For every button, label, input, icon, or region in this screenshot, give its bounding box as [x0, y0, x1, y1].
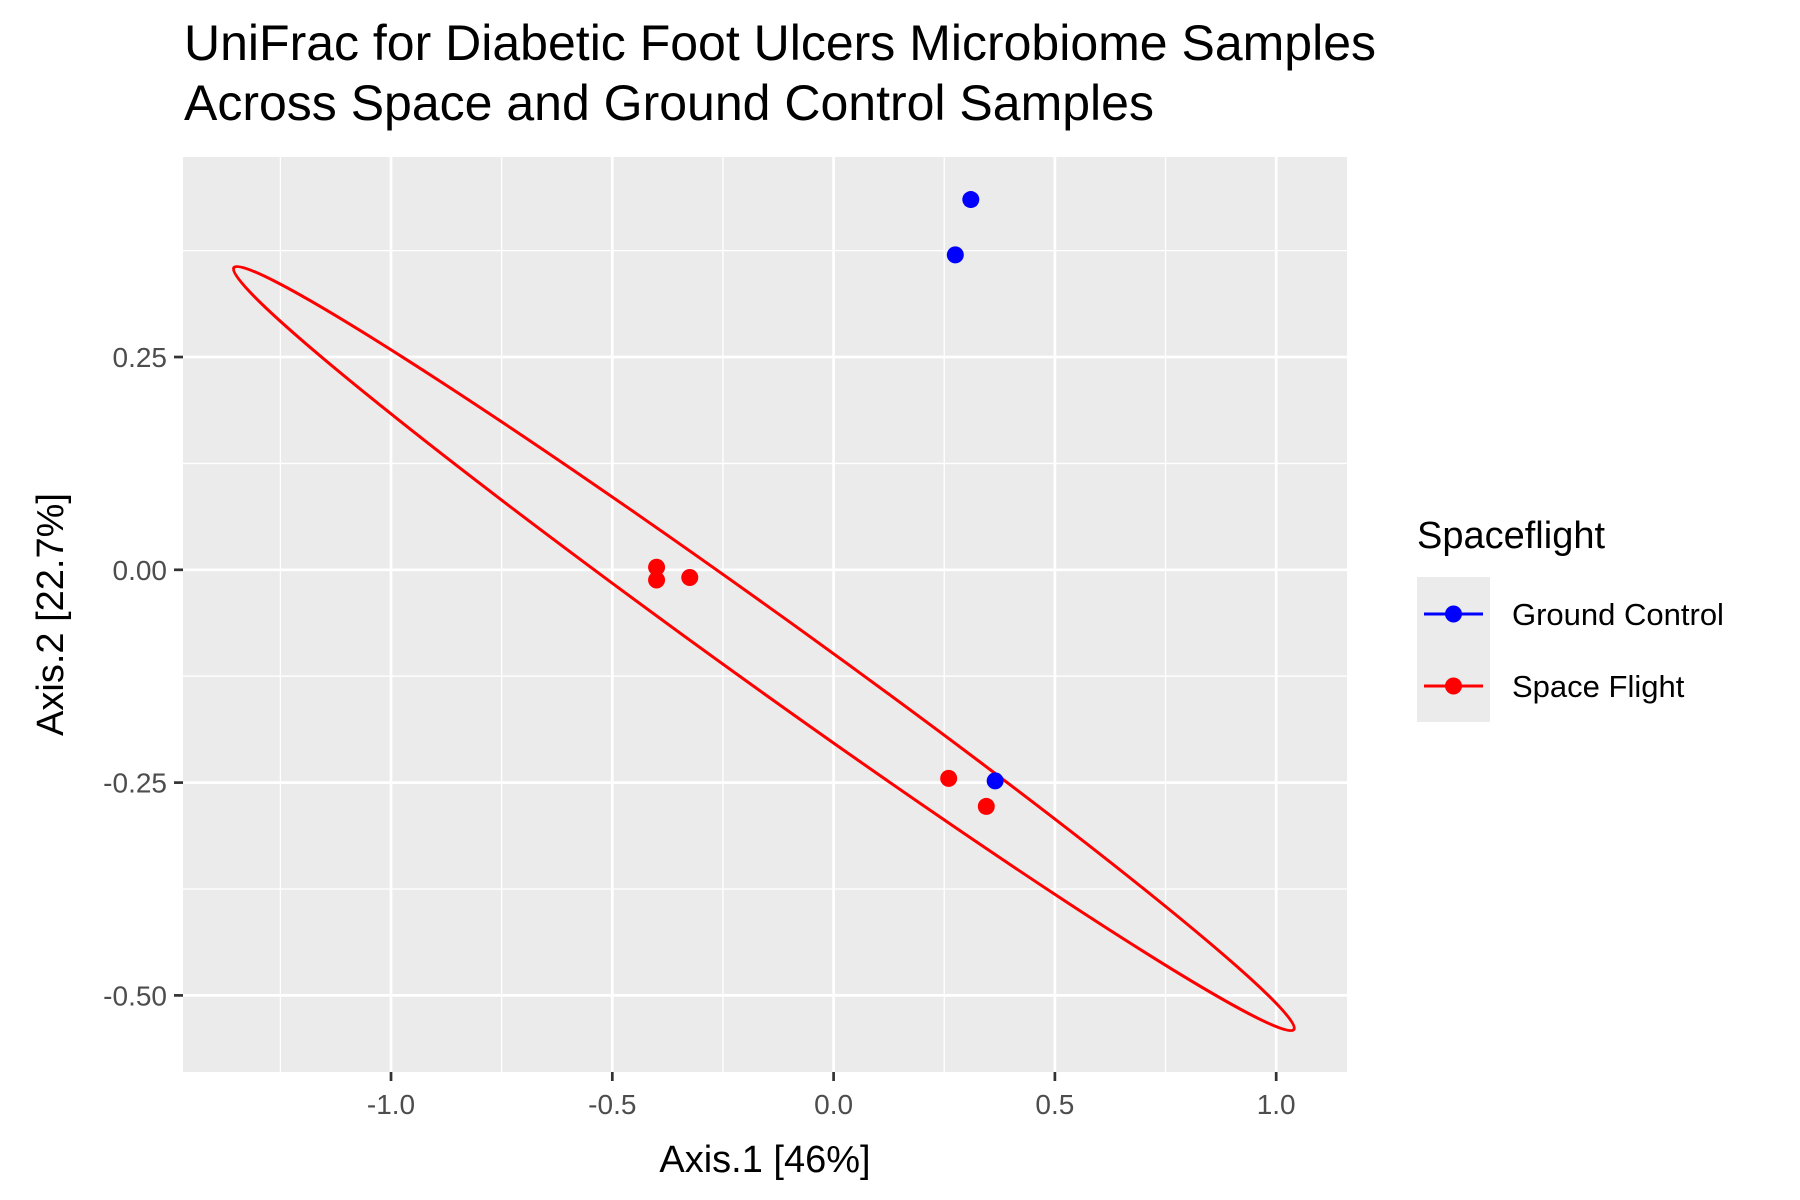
- chart-title-line-2: Across Space and Ground Control Samples: [184, 75, 1154, 131]
- x-tick-label-4: 1.0: [1257, 1089, 1296, 1120]
- space-flight-confidence-ellipse: [231, 264, 1296, 1033]
- y-tick-label-3: -0.50: [103, 980, 167, 1011]
- space-flight-point-0: [648, 558, 666, 576]
- chart-title-line-1: UniFrac for Diabetic Foot Ulcers Microbi…: [184, 15, 1376, 71]
- ground-control-point-1: [946, 246, 964, 264]
- chart-title: UniFrac for Diabetic Foot Ulcers Microbi…: [184, 15, 1376, 131]
- legend-label-ground-control: Ground Control: [1512, 597, 1724, 632]
- x-tick-label-1: -0.5: [588, 1089, 636, 1120]
- legend-entries: Ground Control Space Flight: [1424, 597, 1724, 704]
- legend: Spaceflight Ground Control Space Flight: [1417, 515, 1724, 722]
- y-tick-label-0: 0.25: [113, 342, 168, 373]
- ground-control-point-2: [986, 772, 1004, 790]
- x-axis-title: Axis.1 [46%]: [659, 1139, 870, 1181]
- legend-label-space-flight: Space Flight: [1512, 669, 1685, 704]
- y-axis: 0.25 0.00 -0.25 -0.50: [103, 342, 183, 1011]
- space-flight-point-1: [648, 571, 666, 589]
- legend-key-point-space-flight: [1445, 677, 1462, 695]
- x-tick-label-2: 0.0: [814, 1089, 853, 1120]
- x-tick-label-3: 0.5: [1035, 1089, 1074, 1120]
- space-flight-point-4: [977, 797, 995, 815]
- x-axis: -1.0 -0.5 0.0 0.5 1.0: [367, 1072, 1296, 1120]
- major-gridlines: [183, 157, 1347, 1072]
- space-flight-point-3: [940, 769, 958, 787]
- space-flight-point-2: [681, 568, 699, 586]
- data-points: [648, 191, 1004, 815]
- confidence-ellipse-layer: [231, 264, 1296, 1033]
- y-tick-label-1: 0.00: [113, 555, 168, 586]
- legend-title: Spaceflight: [1417, 515, 1605, 557]
- ground-control-point-0: [962, 191, 980, 209]
- y-tick-label-2: -0.25: [103, 768, 167, 799]
- x-tick-label-0: -1.0: [367, 1089, 415, 1120]
- minor-gridlines: [183, 157, 1347, 1072]
- legend-key-point-ground-control: [1445, 605, 1462, 623]
- y-axis-title: Axis.2 [22.7%]: [30, 493, 72, 736]
- plot-panel: [183, 157, 1347, 1072]
- legend-key-background: [1417, 577, 1490, 722]
